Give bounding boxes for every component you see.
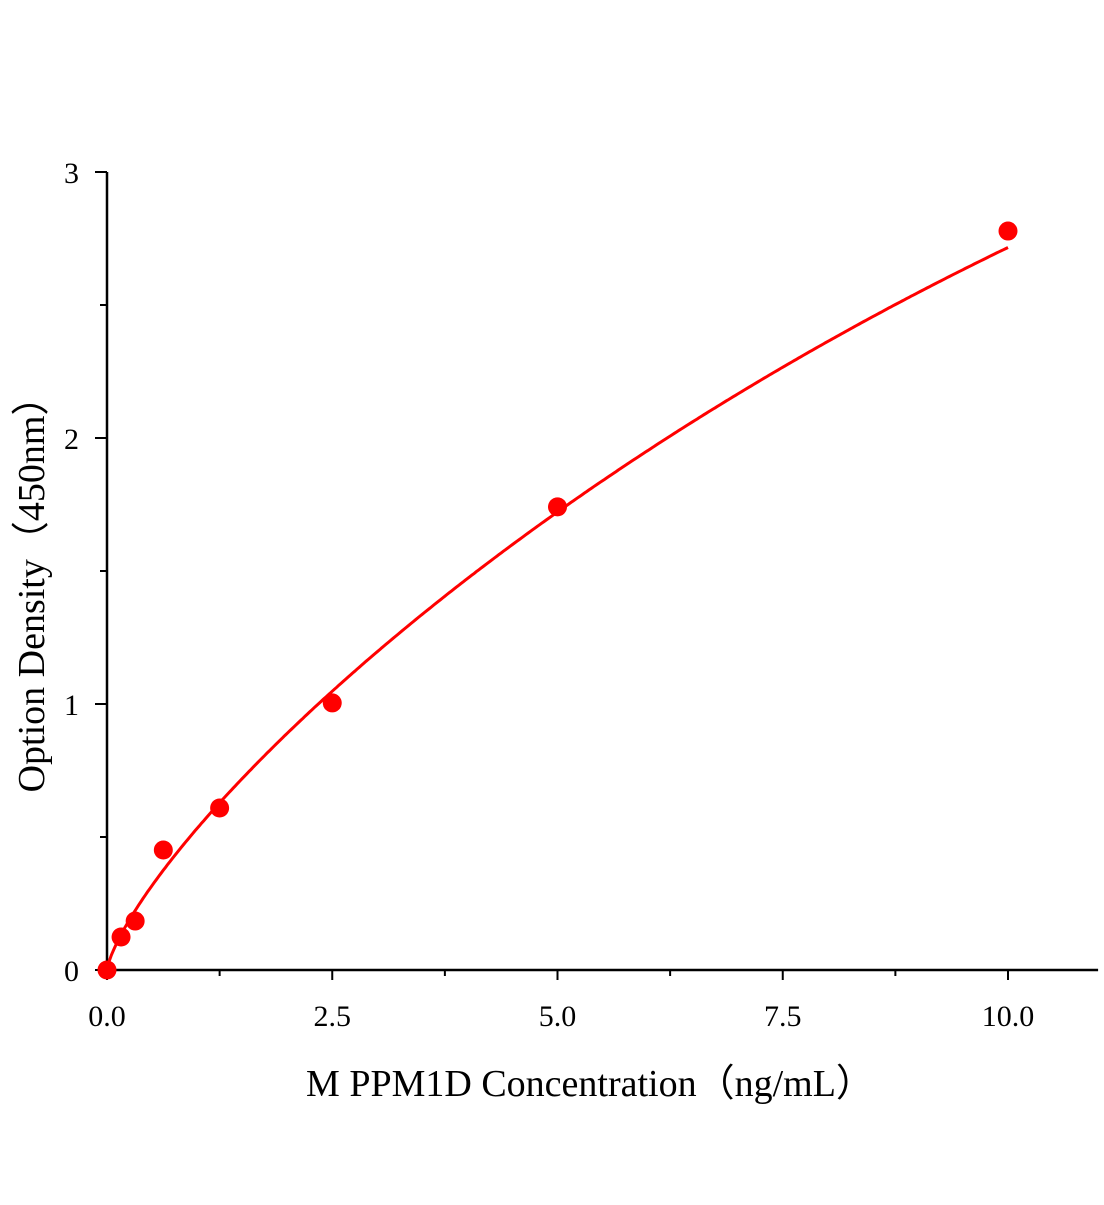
data-point [322,693,342,713]
data-point [998,221,1018,241]
x-tick-label: 2.5 [314,1000,352,1033]
data-point [125,911,145,931]
data-point [153,840,173,860]
x-tick-label: 10.0 [982,1000,1035,1033]
y-tick-label: 1 [64,689,79,722]
x-tick-label: 5.0 [539,1000,577,1033]
x-tick-label: 0.0 [88,1000,126,1033]
data-point [548,497,567,517]
y-tick-label: 2 [64,423,79,456]
y-axis-label: Option Density（450nm） [11,378,53,793]
data-points [97,221,1018,980]
y-tick-label: 3 [64,157,79,190]
y-tick-label: 0 [64,955,79,988]
data-point [97,960,117,980]
x-tick-label: 7.5 [764,1000,802,1033]
axes [105,172,1099,972]
x-axis-label: M PPM1D Concentration（ng/mL） [306,1063,874,1105]
data-point [210,798,230,818]
ticks: 0.0 2.5 5.0 7.5 10.0 0 1 2 3 [64,157,1034,1033]
fit-curve [105,246,1009,971]
data-point [111,927,131,947]
